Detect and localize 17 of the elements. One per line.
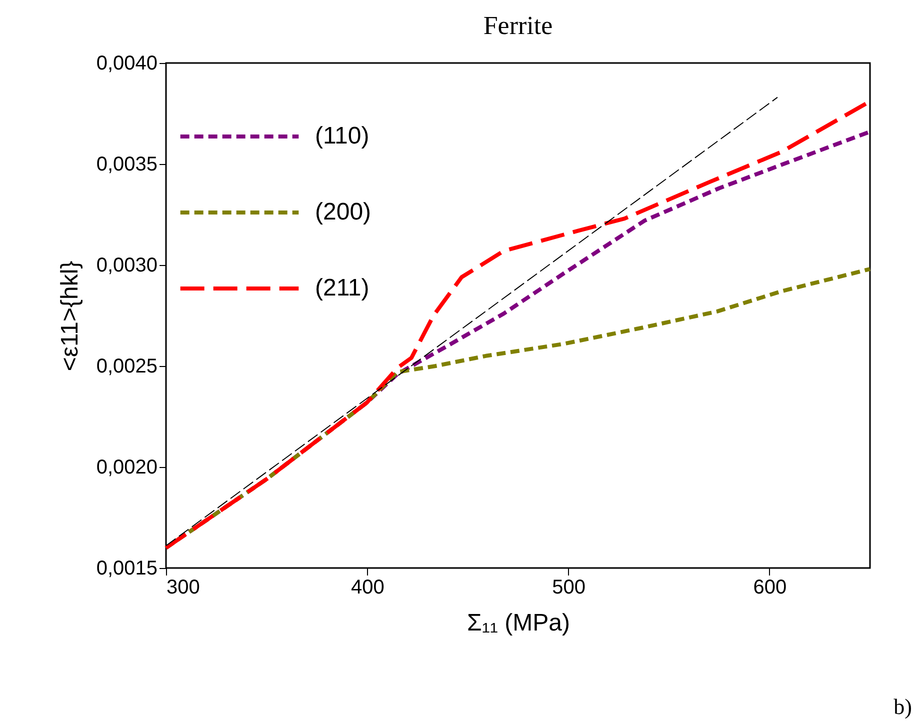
y-tick-label: 0,0020 — [96, 456, 158, 478]
chart-title: Ferrite — [483, 11, 553, 40]
y-axis-title: <ε11>{hkl} — [56, 260, 84, 372]
legend-label: (200) — [315, 198, 372, 226]
legend-label: (110) — [315, 122, 370, 150]
y-tick-label: 0,0025 — [96, 356, 158, 378]
x-axis-title: Σ₁₁ (MPa) — [466, 610, 570, 636]
y-tick-label: 0,0040 — [96, 52, 158, 74]
text: b) — [894, 694, 912, 720]
x-tick-label: 300 — [166, 576, 200, 598]
y-tick-label: 0,0035 — [96, 154, 158, 176]
y-tick-label: 0,0015 — [96, 558, 158, 580]
y-tick-label: 0,0030 — [96, 254, 158, 276]
x-tick-label: 500 — [552, 576, 586, 598]
x-tick-label: 600 — [753, 576, 787, 598]
x-tick-label: 400 — [350, 576, 384, 598]
legend-label: (211) — [315, 274, 370, 302]
